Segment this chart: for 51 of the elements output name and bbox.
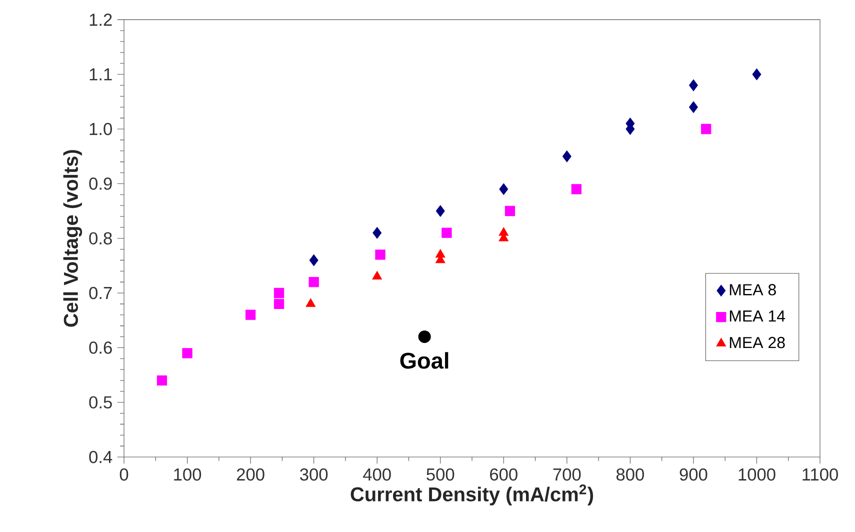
point [498, 227, 509, 236]
x-tick-label: 300 [300, 468, 328, 481]
point [372, 227, 382, 239]
annotation: Goal [400, 352, 448, 369]
point [245, 310, 256, 320]
point [375, 250, 386, 260]
y-tick-label: 1.0 [90, 122, 112, 136]
point [309, 254, 318, 266]
y-tick-label: 1.1 [90, 68, 112, 80]
x-tick-label: 0 [120, 468, 128, 481]
legend-label: MEA 8 [730, 284, 776, 296]
point [435, 249, 446, 258]
point [274, 288, 284, 298]
point [571, 184, 582, 194]
point [182, 348, 192, 358]
x-tick-label: 700 [553, 468, 581, 481]
legend-label: MEA 28 [730, 336, 785, 348]
y-tick-label: 1.2 [90, 14, 112, 26]
point [504, 206, 516, 216]
x-tick-label: 800 [616, 468, 644, 481]
x-tick-label: 600 [490, 468, 518, 481]
y-tick-label: 0.6 [89, 342, 112, 354]
y-tick-label: 0.7 [89, 286, 112, 300]
point [306, 298, 316, 307]
x-tick-label: 900 [680, 468, 708, 481]
legend-label: MEA 14 [730, 310, 786, 322]
x-tick-label: 500 [426, 468, 454, 481]
y-axis-title: Cell Voltage (volts) [63, 150, 82, 327]
x-tick-label: 100 [174, 468, 202, 481]
point [274, 298, 284, 310]
point [688, 101, 698, 114]
y-tick-label: 0.9 [89, 178, 112, 190]
y-tick-label: 0.4 [89, 450, 112, 464]
y-tick-label: 0.8 [89, 232, 112, 244]
point [418, 330, 431, 344]
point [442, 228, 452, 238]
x-axis-title: Current Density (mA/cm$^{2}$) [350, 484, 594, 506]
x-tick-label: 1000 [738, 468, 776, 481]
point [752, 68, 762, 80]
x-tick-label: 400 [363, 468, 391, 481]
y-tick-label: 0.5 [89, 396, 112, 408]
point [688, 79, 698, 92]
point [562, 150, 572, 162]
point [308, 277, 319, 288]
point [156, 375, 168, 386]
x-tick-label: 200 [236, 468, 264, 481]
point [436, 205, 445, 217]
point [701, 124, 712, 134]
x-tick-label: 1100 [802, 468, 838, 481]
point [499, 183, 508, 196]
point [372, 271, 382, 280]
